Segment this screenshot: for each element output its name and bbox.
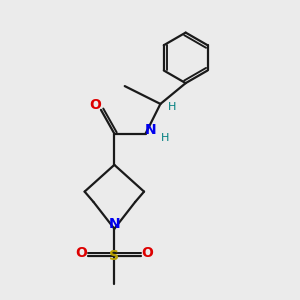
Text: O: O	[75, 246, 87, 260]
Text: O: O	[142, 246, 154, 260]
Text: N: N	[145, 123, 157, 137]
Text: H: H	[167, 103, 176, 112]
Text: H: H	[161, 133, 169, 143]
Text: O: O	[90, 98, 101, 112]
Text: S: S	[109, 248, 119, 262]
Text: N: N	[109, 217, 120, 231]
